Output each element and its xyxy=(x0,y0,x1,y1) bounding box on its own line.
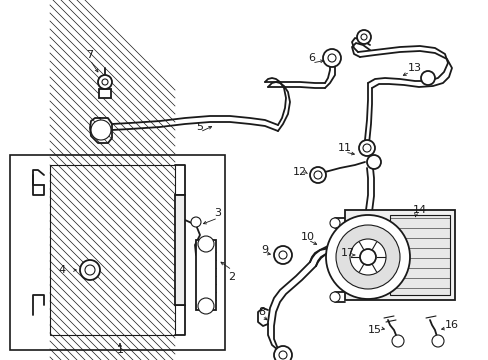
Circle shape xyxy=(362,144,370,152)
Circle shape xyxy=(349,239,385,275)
Bar xyxy=(50,165,175,335)
Circle shape xyxy=(327,54,335,62)
Text: 13: 13 xyxy=(407,63,421,73)
Bar xyxy=(345,210,454,300)
Circle shape xyxy=(91,120,111,140)
Circle shape xyxy=(102,79,108,85)
Text: 15: 15 xyxy=(367,325,381,335)
Circle shape xyxy=(325,215,409,299)
Text: 1: 1 xyxy=(116,345,123,355)
Circle shape xyxy=(279,251,286,259)
Text: 3: 3 xyxy=(214,208,221,218)
Circle shape xyxy=(313,171,321,179)
Bar xyxy=(389,215,449,295)
Text: 9: 9 xyxy=(261,245,268,255)
Circle shape xyxy=(323,49,340,67)
Circle shape xyxy=(358,140,374,156)
Bar xyxy=(175,195,184,305)
Circle shape xyxy=(356,30,370,44)
Circle shape xyxy=(329,218,339,228)
Text: 11: 11 xyxy=(337,143,351,153)
Circle shape xyxy=(309,167,325,183)
Text: 8: 8 xyxy=(258,307,265,317)
Circle shape xyxy=(198,298,214,314)
Circle shape xyxy=(431,335,443,347)
Circle shape xyxy=(329,292,339,302)
Circle shape xyxy=(80,260,100,280)
Circle shape xyxy=(391,335,403,347)
Circle shape xyxy=(191,217,201,227)
Text: 5: 5 xyxy=(196,122,203,132)
Circle shape xyxy=(273,246,291,264)
Circle shape xyxy=(335,225,399,289)
Bar xyxy=(10,155,224,350)
Circle shape xyxy=(279,351,286,359)
Text: 4: 4 xyxy=(59,265,65,275)
Circle shape xyxy=(420,71,434,85)
Text: 7: 7 xyxy=(86,50,93,60)
Circle shape xyxy=(359,249,375,265)
Text: 2: 2 xyxy=(228,272,235,282)
Bar xyxy=(99,89,111,98)
Circle shape xyxy=(98,75,112,89)
Circle shape xyxy=(198,236,214,252)
Text: 16: 16 xyxy=(444,320,458,330)
Circle shape xyxy=(85,265,95,275)
Bar xyxy=(196,240,216,310)
Circle shape xyxy=(366,155,380,169)
Circle shape xyxy=(360,34,366,40)
Text: 14: 14 xyxy=(412,205,426,215)
Text: 6: 6 xyxy=(308,53,315,63)
Text: 12: 12 xyxy=(292,167,306,177)
Text: 17: 17 xyxy=(340,248,354,258)
Circle shape xyxy=(273,346,291,360)
Text: 10: 10 xyxy=(301,232,314,242)
